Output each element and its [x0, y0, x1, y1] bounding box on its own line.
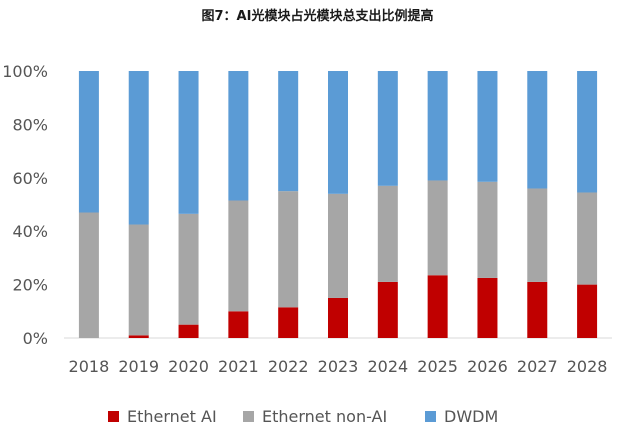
x-tick-label: 2025 — [417, 357, 458, 376]
bar-ethernet-non-ai-2019 — [128, 224, 149, 336]
bar-dwdm-2020 — [178, 71, 199, 214]
y-tick-label: 80% — [12, 115, 48, 134]
legend-swatch — [243, 411, 254, 422]
bar-ethernet-ai-2028 — [577, 284, 598, 338]
bar-dwdm-2024 — [377, 71, 398, 186]
x-tick-label: 2020 — [168, 357, 209, 376]
bar-ethernet-non-ai-2026 — [477, 181, 498, 278]
bar-dwdm-2023 — [328, 71, 348, 194]
legend-swatch — [108, 411, 119, 422]
bar-ethernet-ai-2022 — [278, 307, 299, 338]
bar-ethernet-non-ai-2022 — [278, 191, 299, 308]
bar-dwdm-2026 — [477, 71, 498, 182]
legend-swatch — [425, 411, 436, 422]
x-tick-label: 2024 — [367, 357, 408, 376]
x-tick-label: 2026 — [467, 357, 508, 376]
bar-ethernet-ai-2026 — [477, 277, 498, 338]
bar-ethernet-ai-2021 — [228, 311, 249, 338]
x-tick-label: 2027 — [517, 357, 558, 376]
bar-ethernet-non-ai-2027 — [527, 188, 548, 282]
bar-ethernet-ai-2020 — [178, 324, 199, 338]
bar-ethernet-non-ai-2028 — [577, 192, 598, 285]
bar-ethernet-ai-2024 — [377, 281, 398, 338]
y-tick-label: 60% — [12, 169, 48, 188]
bar-dwdm-2022 — [278, 71, 299, 192]
legend-label: DWDM — [444, 407, 498, 426]
y-tick-label: 0% — [23, 329, 48, 348]
bar-ethernet-non-ai-2025 — [427, 180, 448, 276]
bar-ethernet-ai-2019 — [128, 335, 149, 338]
bar-ethernet-non-ai-2021 — [228, 200, 249, 312]
x-tick-label: 2021 — [218, 357, 259, 376]
bar-dwdm-2027 — [527, 71, 548, 189]
bar-dwdm-2018 — [78, 71, 99, 213]
legend-label: Ethernet non-AI — [262, 407, 387, 426]
x-tick-label: 2018 — [69, 357, 110, 376]
bar-ethernet-non-ai-2024 — [377, 185, 398, 282]
bar-dwdm-2025 — [427, 71, 448, 181]
bar-ethernet-ai-2025 — [427, 275, 448, 338]
bar-dwdm-2021 — [228, 71, 249, 201]
bar-dwdm-2028 — [577, 71, 598, 193]
y-tick-label: 20% — [12, 276, 48, 295]
x-tick-label: 2022 — [268, 357, 309, 376]
legend: Ethernet AI Ethernet non-AI DWDM — [108, 407, 498, 426]
x-axis-ticks: 2018 2019 2020 2021 2022 2023 2024 2025 2026 2027… — [69, 357, 608, 376]
legend-label: Ethernet AI — [127, 407, 217, 426]
x-tick-label: 2028 — [567, 357, 608, 376]
y-axis-ticks: 0% 20% 40% 60% 80% 100% — [2, 62, 48, 348]
bar-dwdm-2019 — [128, 71, 149, 225]
bar-ethernet-ai-2023 — [328, 297, 348, 338]
bar-ethernet-non-ai-2018 — [78, 212, 99, 338]
bars — [78, 71, 598, 338]
bar-ethernet-non-ai-2020 — [178, 213, 199, 325]
chart-title: 图7：AI光模块占光模块总支出比例提高 — [201, 9, 434, 24]
y-tick-label: 100% — [2, 62, 48, 81]
x-tick-label: 2023 — [318, 357, 359, 376]
bar-ethernet-non-ai-2023 — [328, 193, 348, 298]
bar-ethernet-ai-2027 — [527, 281, 548, 338]
y-tick-label: 40% — [12, 222, 48, 241]
x-tick-label: 2019 — [118, 357, 159, 376]
